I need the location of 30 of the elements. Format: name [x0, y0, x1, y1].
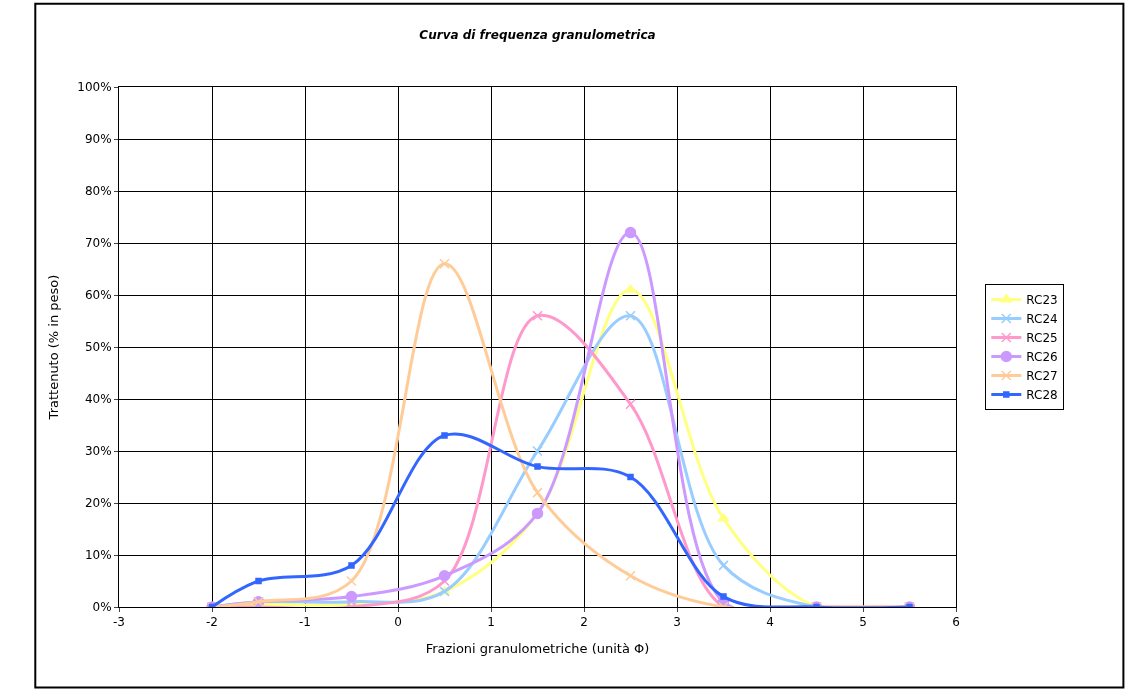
y-tick-label: 70%	[84, 236, 112, 251]
x-tick-label: -2	[206, 615, 218, 630]
y-tick-label: 10%	[84, 548, 112, 563]
y-tick-label: 50%	[84, 340, 112, 355]
legend-label: RC27	[1026, 369, 1058, 384]
x-tick-label: -1	[299, 615, 311, 630]
x-tick-label: 4	[766, 615, 774, 630]
chart-title: Curva di frequenza granulometrica	[419, 28, 656, 43]
y-tick-label: 20%	[84, 496, 112, 511]
legend-label: RC25	[1026, 331, 1058, 346]
legend-label: RC26	[1026, 350, 1058, 365]
x-axis-title: Frazioni granulometriche (unità Φ)	[425, 641, 650, 656]
legend-label: RC28	[1026, 388, 1058, 403]
y-tick-label: 30%	[84, 444, 112, 459]
y-tick-label: 90%	[84, 132, 112, 147]
x-tick-label: 0	[394, 615, 402, 630]
x-tick-label: 1	[487, 615, 495, 630]
legend-label: RC23	[1026, 293, 1058, 308]
y-tick-label: 60%	[84, 288, 112, 303]
y-axis-title: Trattenuto (% in peso)	[46, 274, 62, 421]
x-tick-label: -3	[113, 615, 125, 630]
x-tick-label: 6	[952, 615, 960, 630]
y-tick-label: 40%	[84, 392, 112, 407]
y-tick-label: 0%	[92, 600, 112, 615]
y-tick-label: 80%	[84, 184, 112, 199]
x-tick-label: 3	[673, 615, 681, 630]
x-tick-label: 5	[859, 615, 867, 630]
legend-label: RC24	[1026, 312, 1058, 327]
y-tick-label: 100%	[77, 80, 112, 95]
x-tick-label: 2	[580, 615, 588, 630]
